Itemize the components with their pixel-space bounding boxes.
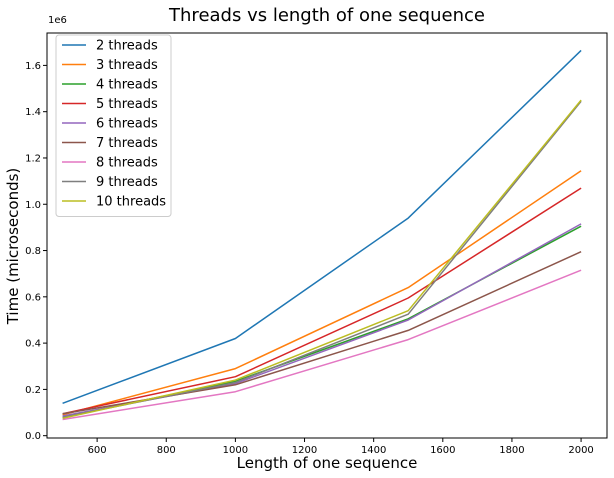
x-tick-label-1400: 1400 xyxy=(361,445,386,456)
legend-label-8: 9 threads xyxy=(96,175,158,190)
series-line-9 xyxy=(62,99,582,420)
legend-label-7: 8 threads xyxy=(96,156,158,171)
legend-label-2: 3 threads xyxy=(96,58,158,73)
series-line-4 xyxy=(62,187,582,415)
legend-label-6: 7 threads xyxy=(96,136,158,151)
y-tick-label-5: 1.0 xyxy=(25,200,41,211)
series-line-2 xyxy=(62,170,582,416)
y-tick-label-7: 1.4 xyxy=(25,107,41,118)
y-tick-label-3: 0.6 xyxy=(25,292,41,303)
y-tick-label-1: 0.2 xyxy=(25,385,41,396)
x-tick-label-2000: 2000 xyxy=(568,445,593,456)
legend-label-9: 10 threads xyxy=(96,195,166,210)
legend-label-1: 2 threads xyxy=(96,39,158,54)
y-tick-label-8: 1.6 xyxy=(25,61,41,72)
legend-label-3: 4 threads xyxy=(96,78,158,93)
x-axis-label: Length of one sequence xyxy=(237,454,418,472)
y-tick-label-2: 0.4 xyxy=(25,339,41,350)
series-line-6 xyxy=(62,251,582,415)
x-tick-label-600: 600 xyxy=(88,445,107,456)
legend-box xyxy=(55,34,172,217)
x-tick-label-1600: 1600 xyxy=(430,445,455,456)
legend-label-4: 5 threads xyxy=(96,97,158,112)
series-line-7 xyxy=(62,269,582,421)
series-line-1 xyxy=(62,49,582,405)
y-tick-label-6: 1.2 xyxy=(25,153,41,164)
y-tick-label-4: 0.8 xyxy=(25,246,41,257)
chart-title: Threads vs length of one sequence xyxy=(168,5,485,26)
series-line-5 xyxy=(62,223,582,417)
series-line-3 xyxy=(62,225,582,418)
x-tick-label-1000: 1000 xyxy=(223,445,248,456)
x-tick-label-1800: 1800 xyxy=(499,445,524,456)
y-axis-label: Time (microseconds) xyxy=(4,168,22,326)
y-tick-label-0: 0.0 xyxy=(25,431,41,442)
legend-label-5: 6 threads xyxy=(96,117,158,132)
y-offset-label: 1e6 xyxy=(48,15,67,26)
x-tick-label-1200: 1200 xyxy=(292,445,317,456)
x-tick-label-800: 800 xyxy=(157,445,176,456)
plot-area: 600 800 1000 1200 1400 1600 1800 2000 0.0 0.2 0.4 0… xyxy=(25,32,608,456)
plot-frame xyxy=(46,32,608,439)
